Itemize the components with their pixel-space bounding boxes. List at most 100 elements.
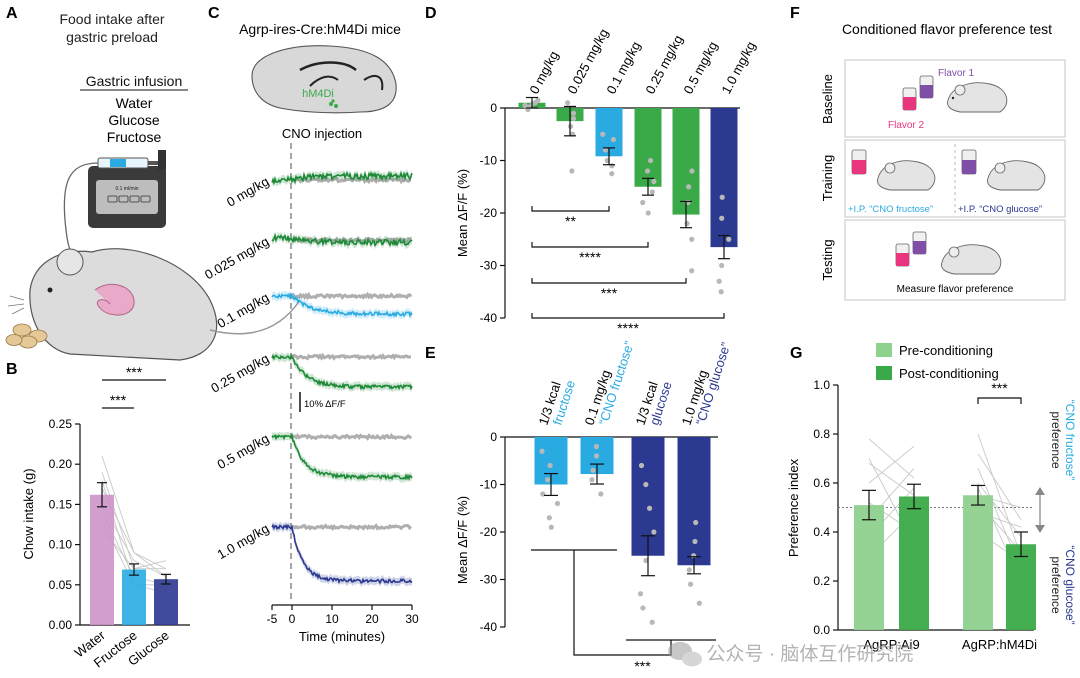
baseline-mouse <box>947 82 1008 113</box>
gastric-infusion-heading: Gastric infusion <box>86 73 182 89</box>
g-category-label: AgRP:Ai9 <box>863 637 919 652</box>
hm4di-brain-label: hM4Di <box>302 88 334 100</box>
e-yaxis-tick-label: 0 <box>490 430 497 444</box>
e-data-point <box>593 443 600 450</box>
d-category-label: 0.5 mg/kg <box>680 39 720 96</box>
panel-c-traces: 0 mg/kg 0.025 mg/kg 0.1 mg/kg 0.25 mg/kg 0.5… <box>202 169 413 587</box>
d-sig-label: *** <box>601 285 618 301</box>
d-data-point <box>689 236 695 242</box>
d-yaxis-tick-label: -20 <box>480 206 498 220</box>
e-data-point <box>638 462 645 469</box>
d-sig-label: ** <box>565 213 576 229</box>
e-data-point <box>692 538 698 545</box>
panel-e-letter: E <box>425 345 436 362</box>
g-yaxis-tick-label: 0.2 <box>813 574 830 588</box>
panel-b: B Chow intake (g) 0.00 0.05 0.10 0.15 0.20 0.… <box>6 361 190 671</box>
d-data-point <box>609 163 615 169</box>
d-bar <box>672 108 700 215</box>
g-bar <box>1006 544 1036 630</box>
c-dose-label: 0.25 mg/kg <box>208 351 271 396</box>
e-yaxis-tick-label: -40 <box>480 620 498 634</box>
e-data-point <box>649 619 655 625</box>
d-bar <box>634 108 662 187</box>
g-yaxis-tick-label: 0.6 <box>813 476 830 490</box>
panel-b-letter: B <box>6 361 18 378</box>
g-yaxis-tick-label: 1.0 <box>813 378 830 392</box>
g-sig-bracket <box>977 397 1022 404</box>
c-xaxis-tick-label: -5 <box>267 612 278 626</box>
g-yaxis-tick-label: 0.4 <box>813 525 830 539</box>
panel-a-title-line1: Food intake after <box>59 11 164 27</box>
d-data-point <box>719 194 725 200</box>
e-data-point <box>643 481 649 488</box>
e-data-point <box>686 567 692 573</box>
g-bar <box>899 496 929 630</box>
d-data-point <box>719 215 725 221</box>
g-sig-label: *** <box>991 380 1008 396</box>
c-control-trace <box>290 176 412 185</box>
panel-g-marks: AgRP:Ai9 AgRP:hM4Di *** <box>838 380 1037 652</box>
e-data-point <box>693 519 699 526</box>
e-sig-bracket <box>573 550 672 656</box>
c-trace-sem-band <box>272 521 412 587</box>
g-bar <box>854 505 884 630</box>
b-yaxis-tick-label: 0.20 <box>49 457 73 471</box>
c-control-trace <box>291 523 413 532</box>
panel-d-letter: D <box>425 5 437 22</box>
c-control-trace <box>290 291 413 301</box>
c-trace <box>271 523 413 585</box>
d-yaxis-tick-label: 0 <box>490 101 497 115</box>
side-label-fructose-preference: preference <box>1049 411 1063 469</box>
side-label-fructose: “CNO fructose” <box>1063 400 1077 481</box>
panel-d-marks: 0 mg/kg 0.025 mg/kg0.1 mg/kg0.25 mg/kg0.5… <box>518 26 758 336</box>
g-paired-line <box>977 453 1022 520</box>
row-label-testing: Testing <box>820 239 835 280</box>
d-data-point <box>684 220 690 227</box>
panel-f-letter: F <box>790 5 800 22</box>
testing-bottles <box>895 231 1002 275</box>
d-data-point <box>609 171 615 177</box>
d-data-point <box>718 289 724 295</box>
flavor-2-label: Flavor 2 <box>888 120 925 131</box>
d-sig-bracket <box>531 206 610 212</box>
c-dose-label: 0.5 mg/kg <box>215 431 272 473</box>
panel-c: C Agrp-ires-Cre:hM4Di mice hM4Di CNO inj… <box>202 5 419 644</box>
e-data-point <box>646 505 653 511</box>
e-data-point <box>590 467 596 473</box>
legend-swatch-post <box>876 366 892 380</box>
b-bar <box>90 494 114 625</box>
row-label-training: Training <box>820 155 835 201</box>
c-trace-sem-band <box>272 231 412 250</box>
syringe-fluid <box>110 159 126 167</box>
infusate-fructose: Fructose <box>107 129 162 145</box>
d-category-label: 0 mg/kg <box>526 49 561 97</box>
c-dose-label: 0 mg/kg <box>224 174 272 210</box>
d-data-point <box>716 278 722 284</box>
c-trace <box>271 292 413 319</box>
e-yaxis-tick-label: -20 <box>480 525 498 539</box>
e-data-point <box>554 500 561 507</box>
e-data-point <box>687 581 694 587</box>
d-data-point <box>522 102 528 108</box>
d-sig-bracket <box>531 242 649 248</box>
e-data-point <box>593 453 600 459</box>
e-yaxis-tick-label: -10 <box>480 478 498 492</box>
c-dose-label: 1.0 mg/kg <box>215 521 272 563</box>
d-data-point <box>600 131 606 137</box>
e-yaxis-tick-label: -30 <box>480 573 498 587</box>
d-data-point <box>719 262 725 269</box>
mouse-illustration <box>5 248 301 361</box>
c-trace <box>271 432 413 481</box>
infusate-water: Water <box>116 95 153 111</box>
cno-injection-label: CNO injection <box>282 126 362 141</box>
b-yaxis-tick-label: 0.15 <box>49 497 73 511</box>
g-paired-line <box>977 433 1022 557</box>
c-dose-label: 0.1 mg/kg <box>215 290 272 332</box>
c-xaxis-tick-label: 0 <box>289 612 296 626</box>
pump-display-text: 0.1 ml/min <box>115 186 138 192</box>
c-control-trace <box>291 432 413 441</box>
d-data-point <box>610 136 617 143</box>
panel-d-axes: 0 -10 -20 -30 -40 <box>480 101 740 325</box>
